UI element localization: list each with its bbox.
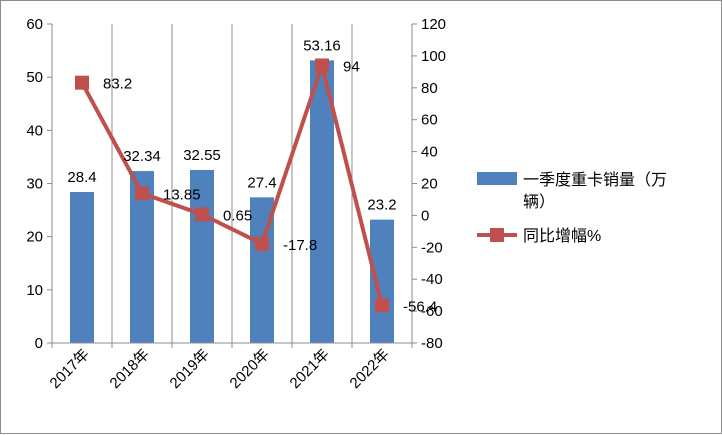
- line-marker: [315, 58, 329, 73]
- legend: 一季度重卡销量（万 辆） 同比增幅%: [477, 171, 667, 245]
- line-marker: [375, 298, 389, 313]
- y-right-tick-label: 100: [421, 48, 446, 65]
- legend-label-bar-line2: 辆）: [523, 193, 555, 211]
- y-right-tick-label: 0: [421, 207, 429, 224]
- y-left-tick-label: 50: [26, 69, 43, 86]
- y-left-tick-label: 60: [26, 16, 43, 33]
- x-tick-label: 2020年: [227, 346, 273, 392]
- x-tick-label: 2017年: [47, 346, 93, 392]
- x-tick-label: 2019年: [167, 346, 213, 392]
- line-data-label: 94: [343, 58, 360, 75]
- line-path: [80, 63, 384, 306]
- x-tick-label: 2021年: [287, 346, 333, 392]
- x-tick-label: 2018年: [107, 346, 153, 392]
- line-data-label: 0.65: [223, 207, 252, 224]
- line-data-label: -17.8: [283, 237, 317, 254]
- bar-data-label: 28.4: [67, 169, 96, 186]
- bar-data-label: 53.16: [303, 37, 341, 54]
- line-marker: [195, 207, 209, 222]
- y-left-tick-label: 20: [26, 229, 43, 246]
- y-right-tick-label: 80: [421, 80, 438, 97]
- y-right-tick-label: 40: [421, 144, 438, 161]
- bar: [190, 169, 214, 343]
- line-data-label: 13.85: [163, 186, 201, 203]
- line-marker: [75, 75, 89, 90]
- line-data-label: -56.4: [403, 298, 437, 315]
- bar: [310, 60, 334, 344]
- legend-swatch-bar: [477, 172, 517, 185]
- bar-data-label: 32.34: [123, 148, 161, 165]
- legend-label-bar-line1: 一季度重卡销量（万: [523, 171, 667, 189]
- y-left-tick-label: 30: [26, 176, 43, 193]
- bar: [370, 219, 394, 343]
- y-right-tick-label: -20: [421, 239, 443, 256]
- y-right-tick-label: -80: [421, 335, 443, 352]
- y-right-tick-label: -60: [421, 303, 443, 320]
- bar-data-label: 27.4: [247, 174, 276, 191]
- line-marker: [255, 236, 269, 251]
- line-marker: [135, 186, 149, 201]
- y-left-tick-label: 40: [26, 122, 43, 139]
- x-tick-label: 2022年: [347, 346, 393, 392]
- line-data-label: 83.2: [103, 76, 132, 93]
- bar-data-label: 23.2: [367, 197, 396, 214]
- data-labels: 28.4 32.34 32.55 27.4 53.16 23.2 83.2 13.85 0.65…: [67, 37, 437, 315]
- y-right-tick-label: 120: [421, 16, 446, 33]
- y-left-tick-label: 0: [35, 335, 43, 352]
- y-right-tick-label: 20: [421, 176, 438, 193]
- y-left-tick-label: 10: [26, 282, 43, 299]
- bar: [70, 192, 94, 343]
- y-right-tick-label: -40: [421, 271, 443, 288]
- y-right-tick-label: 60: [421, 112, 438, 129]
- line-series: [75, 58, 389, 313]
- bar-data-label: 32.55: [183, 147, 221, 164]
- legend-swatch-marker: [490, 228, 504, 242]
- legend-label-line: 同比增幅%: [523, 227, 601, 245]
